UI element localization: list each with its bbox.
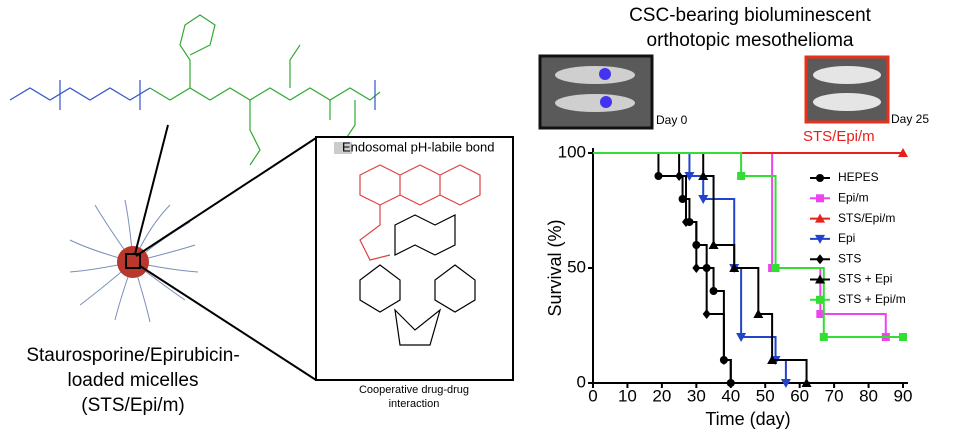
legend-marker [816, 254, 824, 265]
micelle-label: Staurosporine/Epirubicin- [26, 345, 239, 366]
survival-point [698, 171, 709, 180]
legend-marker [815, 274, 825, 284]
survival-point [729, 263, 740, 272]
legend-marker [816, 174, 824, 182]
structure-caption: interaction [389, 398, 440, 410]
survival-point [709, 287, 718, 295]
x-tick-label: 20 [652, 386, 671, 405]
legend-label: STS/Epi/m [838, 211, 895, 225]
legend-label: STS + Epi [838, 272, 892, 286]
survival-point [819, 333, 828, 341]
heading: CSC-bearing bioluminescent [629, 5, 872, 26]
x-tick-label: 10 [618, 386, 637, 405]
x-tick-label: 0 [588, 386, 597, 405]
legend-marker [816, 295, 824, 304]
survival-point [736, 333, 747, 342]
x-tick-label: 30 [687, 386, 706, 405]
legend-label: HEPES [838, 170, 879, 184]
bond-label: Endosomal pH-labile bond [342, 139, 494, 154]
mouse-image-day0 [538, 54, 654, 130]
survival-point [767, 355, 778, 364]
y-tick-label: 0 [577, 372, 586, 391]
polymer-structure [9, 14, 381, 166]
drug-structure [359, 164, 481, 346]
structure-caption: Cooperative drug-drug [359, 384, 469, 396]
x-tick-label: 90 [894, 386, 913, 405]
legend-label: STS [838, 251, 861, 265]
survival-point [678, 195, 687, 203]
survival-point [898, 148, 908, 157]
image-day-label: Day 0 [656, 113, 688, 127]
mouse-image-day25 [804, 55, 890, 124]
y-axis-label: Survival (%) [545, 219, 565, 316]
x-tick-label: 60 [790, 386, 809, 405]
legend-marker [815, 234, 825, 244]
micelle-label: loaded micelles [68, 370, 199, 391]
plot: 0 50 100 0 10 20 30 40 50 60 70 80 90 HEPES Epi/m STS/E… [558, 142, 913, 405]
y-tick-label: 50 [567, 257, 586, 276]
survival-point [682, 217, 690, 227]
x-tick-label: 40 [721, 386, 740, 405]
survival-point [737, 172, 746, 180]
legend-label: Epi/m [838, 190, 869, 204]
survival-point [816, 310, 825, 318]
heading: orthotopic mesothelioma [647, 30, 854, 51]
y-tick-label: 100 [558, 142, 586, 161]
survival-point [801, 378, 812, 387]
survival-point [675, 171, 684, 181]
x-axis-label: Time (day) [705, 409, 790, 429]
x-tick-label: 70 [825, 386, 844, 405]
image-treatment-label: STS/Epi/m [803, 128, 875, 145]
survival-point [726, 378, 735, 388]
micelle [69, 199, 199, 323]
bond-highlight [334, 142, 352, 154]
survival-point [708, 240, 719, 249]
micelle-label: (STS/Epi/m) [81, 395, 184, 416]
x-tick-label: 80 [859, 386, 878, 405]
x-tick-label: 50 [756, 386, 775, 405]
survival-point [702, 309, 711, 319]
survival-point [771, 264, 780, 272]
legend-marker [815, 213, 825, 223]
survival-point [654, 172, 663, 180]
survival-point [698, 195, 709, 204]
legend-label: Epi [838, 231, 855, 245]
survival-point [753, 309, 764, 318]
survival-point [899, 333, 907, 341]
survival-point [780, 379, 791, 388]
legend-label: STS + Epi/m [838, 292, 906, 306]
image-day-label: Day 25 [891, 112, 929, 126]
survival-point [719, 355, 728, 365]
connector [134, 124, 317, 381]
survival-point [692, 263, 701, 273]
structure-box [315, 136, 514, 381]
survival-line [593, 152, 903, 338]
survival-point [684, 172, 695, 181]
legend-marker [816, 194, 824, 203]
